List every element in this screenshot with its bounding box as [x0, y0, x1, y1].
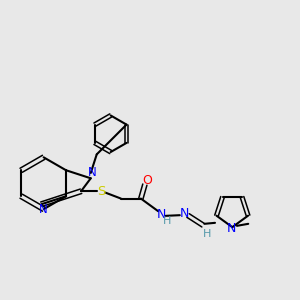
Text: H: H — [163, 216, 171, 226]
Text: H: H — [203, 229, 211, 239]
Text: S: S — [97, 185, 105, 198]
Text: N: N — [38, 203, 47, 216]
Text: O: O — [142, 174, 152, 188]
Text: N: N — [157, 208, 166, 221]
Text: N: N — [227, 222, 236, 235]
Text: N: N — [180, 207, 189, 220]
Text: N: N — [88, 167, 96, 179]
